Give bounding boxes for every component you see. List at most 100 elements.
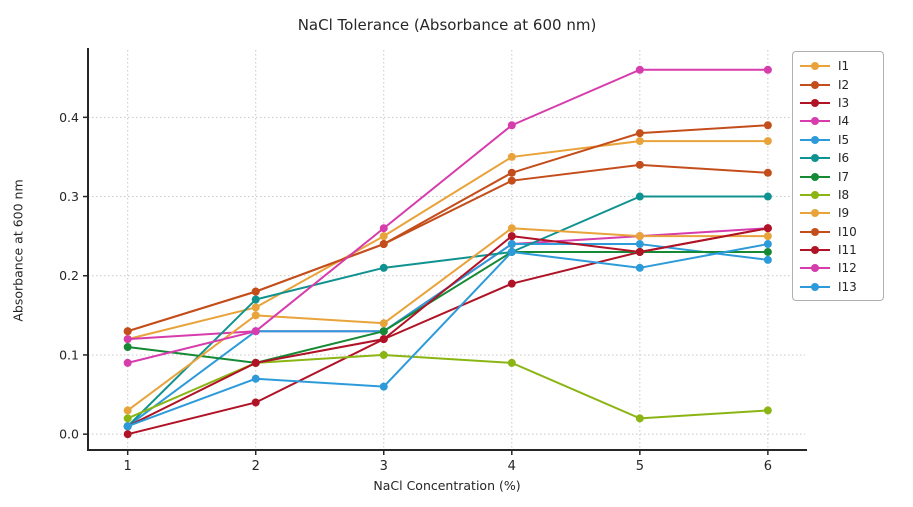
series-line-I4 [126, 227, 769, 341]
series-marker-I10 [379, 240, 388, 249]
series-marker-I5 [763, 255, 772, 264]
series-line-I12 [126, 68, 769, 364]
series-marker-I8 [763, 406, 772, 415]
x-axis-label: NaCl Concentration (%) [373, 478, 521, 493]
legend-label: I1 [838, 59, 850, 74]
series-marker-I2 [635, 129, 644, 138]
legend-line-marker-icon [800, 98, 830, 108]
legend-label: I9 [838, 206, 850, 221]
legend-label: I6 [838, 151, 850, 166]
y-tick-label: 0.4 [59, 110, 79, 125]
series-marker-I10 [251, 287, 260, 296]
legend-label: I8 [838, 187, 850, 202]
series-marker-I9 [763, 232, 772, 241]
series-marker-I11 [635, 247, 644, 256]
series-marker-I1 [507, 152, 516, 161]
y-tick-label: 0.2 [59, 268, 79, 283]
series-marker-I12 [507, 121, 516, 130]
series-marker-I9 [379, 319, 388, 328]
series-marker-I6 [763, 192, 772, 201]
series-marker-I2 [507, 168, 516, 177]
legend-label: I13 [838, 279, 857, 294]
x-tick-label: 6 [764, 459, 772, 474]
y-tick-label: 0.1 [59, 347, 79, 362]
series-marker-I11 [763, 224, 772, 233]
legend-item-I8: I8 [800, 186, 877, 204]
series-line-I7 [126, 250, 769, 364]
series-marker-I8 [507, 358, 516, 367]
legend-label: I5 [838, 132, 850, 147]
series-marker-I2 [763, 121, 772, 130]
series-marker-I12 [635, 65, 644, 74]
series-marker-I9 [123, 406, 132, 415]
legend-line-marker-icon [800, 80, 830, 90]
y-axis-label: Absorbance at 600 nm [10, 179, 26, 322]
legend-line-marker-icon [800, 282, 830, 292]
legend-line-marker-icon [800, 172, 830, 182]
series-marker-I10 [123, 327, 132, 336]
legend-item-I5: I5 [800, 131, 877, 149]
series-marker-I4 [123, 335, 132, 344]
series-marker-I12 [251, 327, 260, 336]
legend-item-I11: I11 [800, 241, 877, 259]
series-marker-I13 [251, 374, 260, 383]
series-marker-I13 [123, 422, 132, 431]
series-marker-I5 [635, 240, 644, 249]
legend-line-marker-icon [800, 263, 830, 273]
series-marker-I5 [507, 240, 516, 249]
series-marker-I7 [123, 343, 132, 352]
series-line-I6 [126, 195, 769, 428]
x-tick-label: 4 [508, 459, 516, 474]
series-marker-I1 [251, 303, 260, 312]
series-marker-I3 [251, 398, 260, 407]
series-marker-I11 [379, 335, 388, 344]
series-marker-I8 [123, 414, 132, 423]
series-marker-I3 [507, 279, 516, 288]
legend-item-I1: I1 [800, 57, 877, 75]
series-marker-I6 [635, 192, 644, 201]
series-marker-I11 [507, 232, 516, 241]
series-marker-I8 [635, 414, 644, 423]
series-marker-I1 [379, 232, 388, 241]
series-marker-I1 [635, 137, 644, 146]
series-line-I8 [126, 353, 769, 420]
series-marker-I12 [763, 65, 772, 74]
legend-item-I6: I6 [800, 149, 877, 167]
legend-label: I11 [838, 243, 857, 258]
legend-line-marker-icon [800, 245, 830, 255]
x-tick-label: 1 [124, 459, 132, 474]
x-tick-label: 5 [636, 459, 644, 474]
series-line-I10 [126, 163, 769, 333]
series-marker-I13 [507, 247, 516, 256]
series-marker-I10 [763, 168, 772, 177]
series-marker-I9 [507, 224, 516, 233]
series-line-I9 [126, 227, 769, 412]
series-marker-I13 [379, 382, 388, 391]
x-tick-label: 3 [380, 459, 388, 474]
series-marker-I9 [251, 311, 260, 320]
series-marker-I13 [635, 263, 644, 272]
legend-item-I3: I3 [800, 94, 877, 112]
legend-line-marker-icon [800, 227, 830, 237]
series-marker-I12 [123, 358, 132, 367]
series-line-I1 [126, 140, 769, 341]
legend-label: I4 [838, 114, 850, 129]
series-marker-I3 [123, 430, 132, 439]
legend-line-marker-icon [800, 190, 830, 200]
series-line-I13 [126, 243, 769, 428]
legend-line-marker-icon [800, 208, 830, 218]
legend-label: I10 [838, 224, 857, 239]
series-line-I2 [126, 124, 769, 333]
legend-label: I2 [838, 77, 850, 92]
x-tick-label: 2 [252, 459, 260, 474]
legend-label: I7 [838, 169, 850, 184]
legend-item-I10: I10 [800, 223, 877, 241]
series-marker-I7 [379, 327, 388, 336]
legend-box: I1 I2 I3 I4 I5 I6 I7 I8 I9 I10 I11 I12 I13 [792, 51, 884, 302]
series-marker-I12 [379, 224, 388, 233]
legend-line-marker-icon [800, 116, 830, 126]
series-marker-I10 [635, 160, 644, 169]
legend-item-I2: I2 [800, 75, 877, 93]
series-marker-I6 [379, 263, 388, 272]
